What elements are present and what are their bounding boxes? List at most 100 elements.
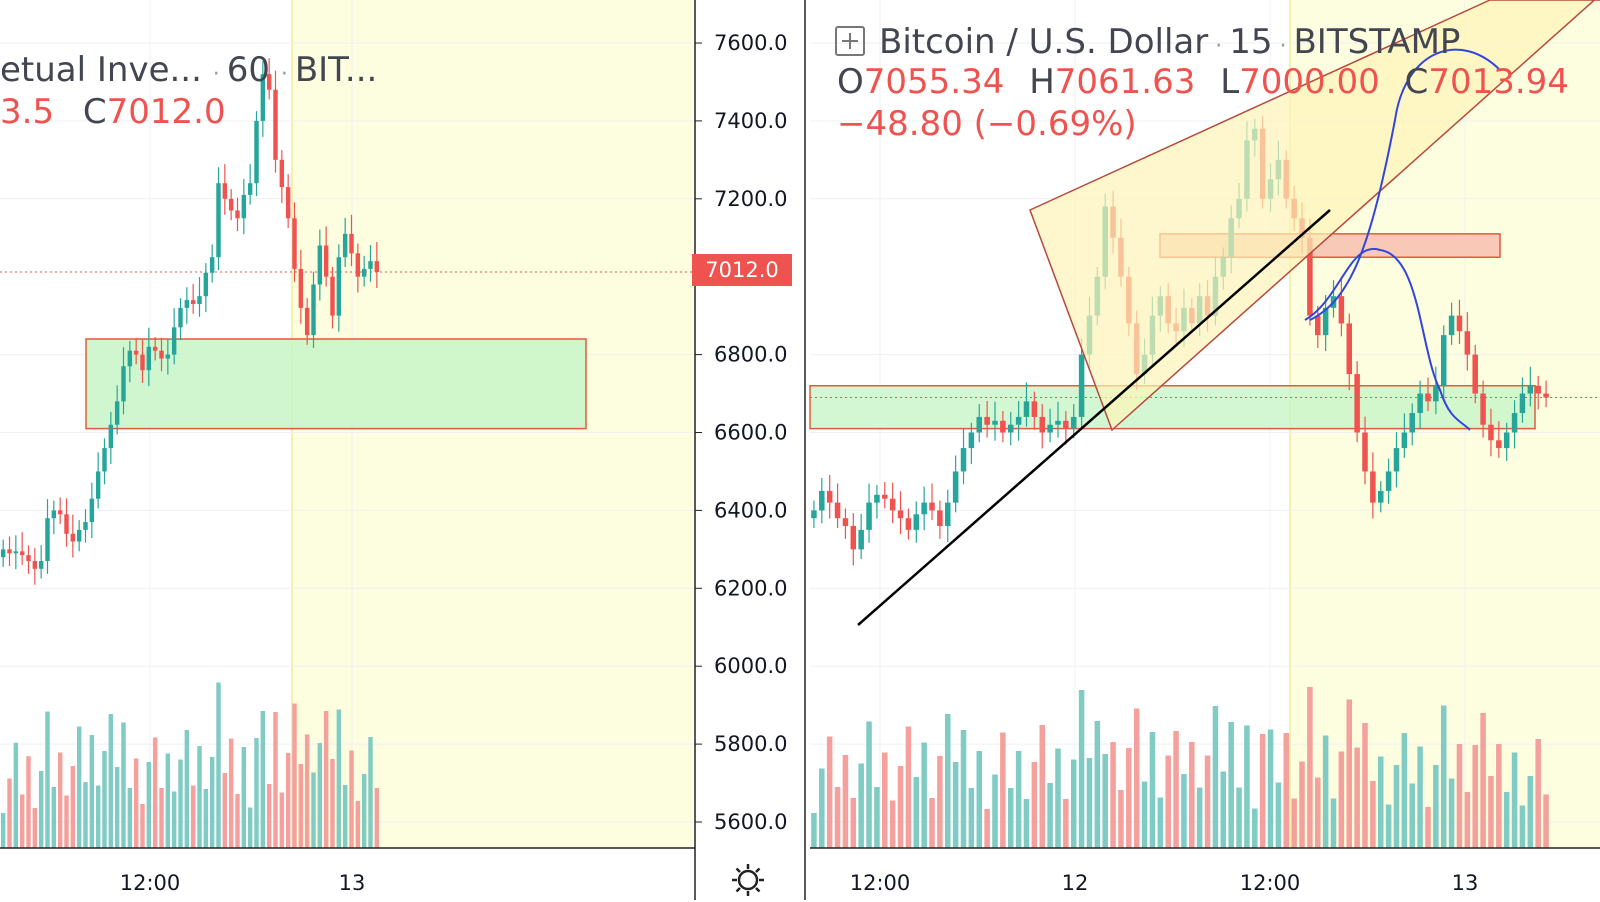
right-candle[interactable] <box>992 420 998 425</box>
right-candle[interactable] <box>1385 471 1392 491</box>
left-candle[interactable] <box>51 510 57 519</box>
right-candle[interactable] <box>1488 424 1494 441</box>
left-candle[interactable] <box>45 518 50 562</box>
projection-curve-lower[interactable] <box>1304 247 1471 431</box>
right-candle[interactable] <box>897 510 904 519</box>
left-candle[interactable] <box>32 561 38 569</box>
right-candle[interactable] <box>1377 490 1384 503</box>
left-candle[interactable] <box>19 551 25 556</box>
left-candle[interactable] <box>228 198 234 211</box>
left-candle[interactable] <box>38 561 44 569</box>
right-candle[interactable] <box>866 502 872 530</box>
right-candle[interactable] <box>811 510 817 519</box>
right-candle[interactable] <box>976 416 983 433</box>
right-candle[interactable] <box>1440 335 1447 386</box>
left-candle[interactable] <box>70 533 76 542</box>
right-candle[interactable] <box>952 471 959 503</box>
right-candle[interactable] <box>1480 393 1486 425</box>
left-candle[interactable] <box>165 354 171 359</box>
left-candle[interactable] <box>83 522 88 530</box>
left-candle[interactable] <box>7 549 12 554</box>
left-candle[interactable] <box>190 300 196 304</box>
left-candle[interactable] <box>323 245 329 277</box>
left-candle[interactable] <box>273 89 278 160</box>
left-candle[interactable] <box>64 514 69 534</box>
right-candle[interactable] <box>834 502 841 519</box>
right-candle[interactable] <box>1503 432 1510 449</box>
right-candle[interactable] <box>1023 401 1030 417</box>
left-candle[interactable] <box>216 183 221 258</box>
left-candle[interactable] <box>241 194 247 219</box>
right-candle[interactable] <box>1519 393 1526 414</box>
left-candle[interactable] <box>349 233 354 254</box>
trendline[interactable] <box>857 209 1331 626</box>
right-candle[interactable] <box>850 525 857 550</box>
left-candle[interactable] <box>114 401 120 425</box>
left-candle[interactable] <box>152 346 158 351</box>
left-candle[interactable] <box>342 233 348 258</box>
right-candle[interactable] <box>1346 323 1353 375</box>
left-candle[interactable] <box>330 276 335 316</box>
right-candle[interactable] <box>1496 440 1502 449</box>
right-candle[interactable] <box>984 416 990 425</box>
left-candle[interactable] <box>133 350 139 355</box>
right-candle[interactable] <box>1417 393 1423 414</box>
left-candle[interactable] <box>102 448 107 472</box>
right-candle[interactable] <box>1315 315 1321 336</box>
right-candle[interactable] <box>1433 385 1439 402</box>
right-candle[interactable] <box>1338 296 1345 324</box>
right-candle[interactable] <box>945 502 951 526</box>
left-candle[interactable] <box>89 498 95 523</box>
right-candle[interactable] <box>1425 393 1431 402</box>
left-candle[interactable] <box>0 549 6 558</box>
left-candle[interactable] <box>95 471 101 499</box>
right-candle[interactable] <box>1039 416 1045 433</box>
right-candle[interactable] <box>1055 420 1061 425</box>
right-candle[interactable] <box>1063 420 1069 429</box>
right-candle[interactable] <box>905 518 912 530</box>
right-candle[interactable] <box>913 514 920 530</box>
left-candle[interactable] <box>108 424 114 449</box>
right-candle[interactable] <box>1307 237 1313 316</box>
left-candle[interactable] <box>311 284 316 336</box>
left-candle[interactable] <box>235 210 240 219</box>
right-candle[interactable] <box>1448 315 1455 336</box>
left-candle[interactable] <box>140 354 145 371</box>
right-candle[interactable] <box>1322 307 1329 336</box>
left-candle[interactable] <box>203 272 209 297</box>
left-candle[interactable] <box>197 296 202 304</box>
right-candle[interactable] <box>1511 413 1518 433</box>
left-candle[interactable] <box>355 253 361 277</box>
left-candle[interactable] <box>254 120 259 184</box>
right-candle[interactable] <box>921 502 927 515</box>
projection-curve-upper[interactable] <box>1309 48 1501 321</box>
left-candle[interactable] <box>26 555 31 562</box>
right-candle[interactable] <box>819 490 825 511</box>
right-candle[interactable] <box>1000 420 1006 433</box>
right-candle[interactable] <box>1031 401 1038 417</box>
drawings[interactable] <box>857 0 1600 626</box>
left-candle[interactable] <box>121 366 126 402</box>
left-candle[interactable] <box>127 350 133 367</box>
right-candle[interactable] <box>929 502 935 511</box>
expand-icon[interactable] <box>835 26 865 56</box>
left-candle[interactable] <box>13 551 19 554</box>
right-candle[interactable] <box>882 494 888 499</box>
right-candle[interactable] <box>1354 374 1360 433</box>
left-candle[interactable] <box>336 257 342 316</box>
right-candle[interactable] <box>1362 432 1368 472</box>
right-candle[interactable] <box>968 432 975 449</box>
right-candle[interactable] <box>1472 354 1478 394</box>
right-candle[interactable] <box>1527 385 1534 394</box>
right-candle[interactable] <box>1070 416 1077 429</box>
right-candle[interactable] <box>889 498 896 511</box>
right-candle[interactable] <box>1464 331 1471 355</box>
left-candle[interactable] <box>146 346 152 371</box>
left-candle[interactable] <box>76 529 82 542</box>
left-candle[interactable] <box>178 307 183 328</box>
left-candle[interactable] <box>184 300 190 308</box>
right-candle[interactable] <box>1456 315 1463 332</box>
left-candle[interactable] <box>304 307 310 336</box>
wedge-pattern[interactable] <box>1029 0 1600 432</box>
